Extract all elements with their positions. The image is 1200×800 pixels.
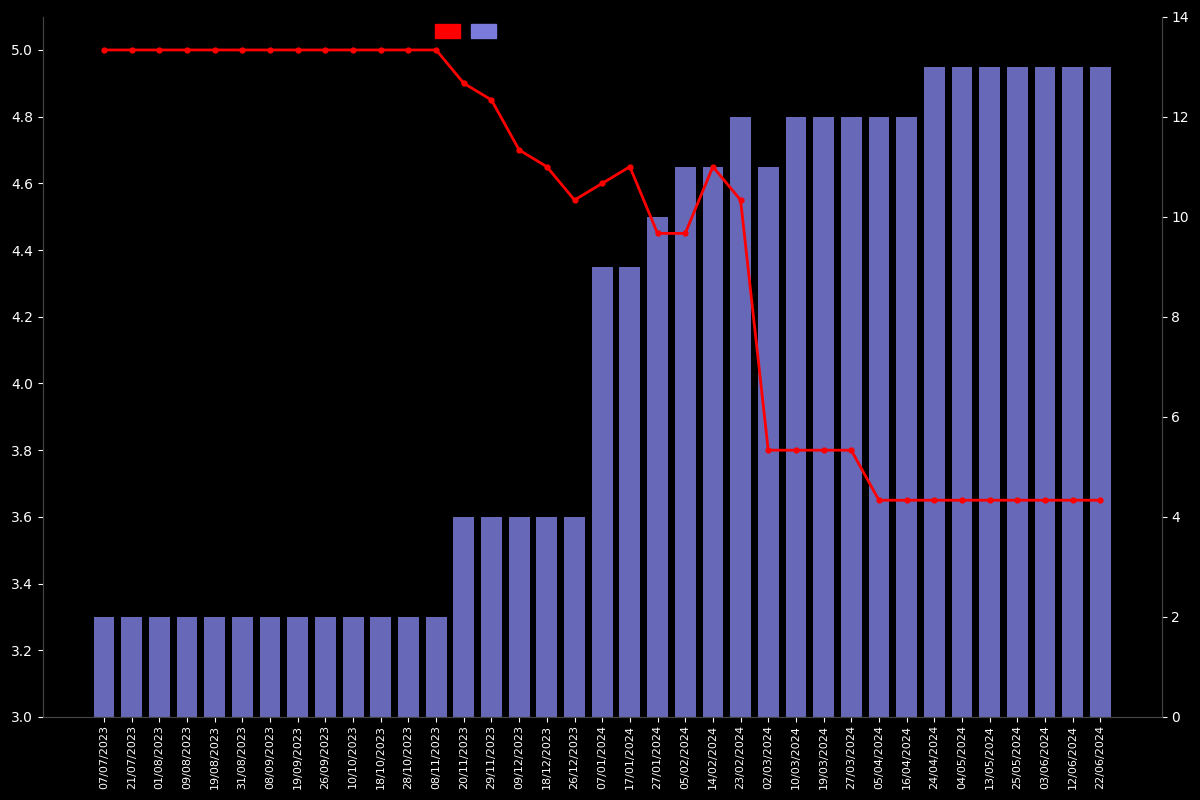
Bar: [674, 166, 696, 717]
Bar: [1034, 66, 1055, 717]
Bar: [592, 266, 612, 717]
Bar: [176, 617, 198, 717]
Bar: [149, 617, 169, 717]
Bar: [232, 617, 253, 717]
Bar: [730, 117, 751, 717]
Bar: [841, 117, 862, 717]
Bar: [758, 166, 779, 717]
Bar: [814, 117, 834, 717]
Bar: [536, 517, 557, 717]
Bar: [259, 617, 281, 717]
Bar: [287, 617, 308, 717]
Bar: [952, 66, 972, 717]
Bar: [619, 266, 641, 717]
Bar: [426, 617, 446, 717]
Bar: [979, 66, 1000, 717]
Bar: [481, 517, 502, 717]
Bar: [702, 166, 724, 717]
Bar: [1007, 66, 1027, 717]
Legend: , : ,: [436, 23, 500, 38]
Bar: [371, 617, 391, 717]
Bar: [896, 117, 917, 717]
Bar: [564, 517, 584, 717]
Bar: [343, 617, 364, 717]
Bar: [94, 617, 114, 717]
Bar: [1062, 66, 1084, 717]
Bar: [204, 617, 226, 717]
Bar: [1090, 66, 1111, 717]
Bar: [509, 517, 529, 717]
Bar: [924, 66, 944, 717]
Bar: [454, 517, 474, 717]
Bar: [647, 217, 668, 717]
Bar: [121, 617, 142, 717]
Bar: [398, 617, 419, 717]
Bar: [869, 117, 889, 717]
Bar: [316, 617, 336, 717]
Bar: [786, 117, 806, 717]
